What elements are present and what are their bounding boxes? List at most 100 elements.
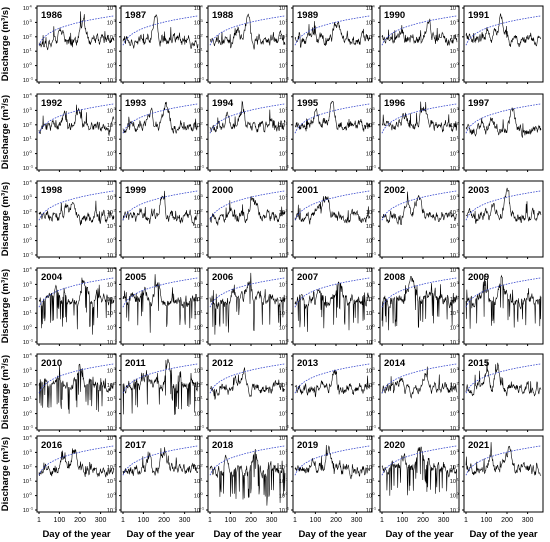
discharge-line-1998 xyxy=(38,200,115,226)
discharge-line-2009 xyxy=(465,274,542,329)
cumulative-line-2014 xyxy=(381,363,457,394)
y-tick-label: 10 xyxy=(279,108,285,114)
y-tick-label: 10 xyxy=(107,108,113,114)
discharge-line-2020 xyxy=(381,446,458,499)
discharge-line-1999 xyxy=(122,190,199,226)
y-tick-label: 10 xyxy=(107,354,113,360)
y-tick-label-exp: 1 xyxy=(457,395,460,400)
y-tick-label-exp: 0 xyxy=(457,409,460,414)
panel-year-1990: 1990 xyxy=(384,10,405,21)
y-tick-label: 10 xyxy=(194,494,200,500)
cumulative-line-1998 xyxy=(38,190,114,221)
y-tick-label: 10 xyxy=(107,137,113,143)
y-tick-label: 10 xyxy=(107,465,113,471)
discharge-line-1993 xyxy=(122,101,199,134)
y-tick-label: 10 xyxy=(107,494,113,500)
cumulative-line-2004 xyxy=(38,277,114,308)
y-tick-label-exp: 3 xyxy=(30,280,33,285)
y-tick-label: 10 xyxy=(366,108,372,114)
cumulative-line-2006 xyxy=(209,277,285,308)
y-tick-label: 10 xyxy=(107,508,113,514)
y-tick-label: 10 xyxy=(450,340,456,346)
panel-year-2021: 2021 xyxy=(468,440,490,451)
discharge-line-1995 xyxy=(294,100,371,132)
y-tick-label: 10 xyxy=(107,210,113,216)
y-tick-label-exp: 1 xyxy=(30,47,33,52)
panel-frame-2016 xyxy=(36,435,117,513)
y-tick-label: 10 xyxy=(23,326,29,332)
panel-frame-2003 xyxy=(463,180,544,258)
y-tick-label: 10 xyxy=(279,239,285,245)
y-tick-label-exp: 4 xyxy=(373,4,376,9)
panel-frame-1989 xyxy=(292,5,373,83)
y-tick-label: 10 xyxy=(366,326,372,332)
y-tick-label: 10 xyxy=(279,354,285,360)
y-tick-label-exp: 4 xyxy=(373,179,376,184)
y-tick-label-exp: 2 xyxy=(201,380,204,385)
y-tick-label: 10 xyxy=(279,78,285,84)
y-tick-label: 10 xyxy=(366,137,372,143)
y-tick-label: 10 xyxy=(279,137,285,143)
y-tick-label-exp: -1 xyxy=(373,338,377,343)
y-tick-label: 10 xyxy=(450,450,456,456)
y-tick-label-exp: 1 xyxy=(373,477,376,482)
y-tick-label-exp: 4 xyxy=(286,179,289,184)
discharge-line-2003 xyxy=(465,187,542,224)
y-tick-label-exp: 1 xyxy=(30,477,33,482)
discharge-line-2021 xyxy=(465,442,542,476)
y-tick-label: 10 xyxy=(23,166,29,172)
y-tick-label-exp: 0 xyxy=(201,323,204,328)
y-tick-label-exp: 3 xyxy=(201,448,204,453)
y-tick-label-exp: 4 xyxy=(201,266,204,271)
cumulative-line-2021 xyxy=(465,445,541,476)
y-tick-label-exp: -1 xyxy=(286,251,290,256)
y-tick-label-exp: 4 xyxy=(373,92,376,97)
y-tick-label: 10 xyxy=(450,282,456,288)
y-tick-label: 10 xyxy=(450,137,456,143)
y-tick-label: 10 xyxy=(23,479,29,485)
y-tick-label: 10 xyxy=(450,297,456,303)
y-tick-label: 10 xyxy=(107,326,113,332)
y-tick-label: 10 xyxy=(107,152,113,158)
y-tick-label-exp: 0 xyxy=(457,236,460,241)
y-tick-label-exp: 4 xyxy=(30,92,33,97)
y-tick-label-exp: 2 xyxy=(30,32,33,37)
panel-frame-2007 xyxy=(292,267,373,345)
y-tick-label-exp: 0 xyxy=(373,323,376,328)
y-tick-label-exp: 2 xyxy=(30,380,33,385)
y-tick-label: 10 xyxy=(366,166,372,172)
y-tick-label: 10 xyxy=(366,412,372,418)
y-tick-label-exp: 3 xyxy=(286,193,289,198)
y-tick-label: 10 xyxy=(23,195,29,201)
y-tick-label-exp: 1 xyxy=(286,395,289,400)
y-tick-label: 10 xyxy=(23,354,29,360)
y-tick-label-exp: 0 xyxy=(114,236,117,241)
cumulative-line-2005 xyxy=(122,277,198,308)
y-tick-label-exp: 3 xyxy=(201,18,204,23)
panel-frame-2018 xyxy=(207,435,288,513)
y-tick-label: 10 xyxy=(23,239,29,245)
y-tick-label-exp: -1 xyxy=(201,338,205,343)
y-tick-label: 10 xyxy=(279,412,285,418)
y-axis-title: Discharge (m³/s) xyxy=(0,269,11,343)
y-tick-label-exp: 2 xyxy=(201,207,204,212)
y-tick-label-exp: 3 xyxy=(30,193,33,198)
y-tick-label-exp: 2 xyxy=(30,294,33,299)
x-tick-label: 100 xyxy=(481,517,493,524)
y-tick-label: 10 xyxy=(194,166,200,172)
y-tick-label-exp: 2 xyxy=(457,207,460,212)
y-tick-label-exp: 3 xyxy=(457,448,460,453)
y-tick-label: 10 xyxy=(450,123,456,129)
y-tick-label-exp: 3 xyxy=(114,280,117,285)
y-tick-label-exp: 3 xyxy=(457,18,460,23)
y-tick-label-exp: 1 xyxy=(201,395,204,400)
y-tick-label: 10 xyxy=(450,397,456,403)
y-tick-label: 10 xyxy=(366,282,372,288)
panel-year-1994: 1994 xyxy=(212,98,234,109)
discharge-line-1987 xyxy=(122,14,199,50)
cumulative-line-1989 xyxy=(294,15,370,46)
cumulative-line-2011 xyxy=(122,363,198,394)
y-tick-label: 10 xyxy=(279,152,285,158)
x-tick-label: 100 xyxy=(310,517,322,524)
y-tick-label: 10 xyxy=(450,78,456,84)
